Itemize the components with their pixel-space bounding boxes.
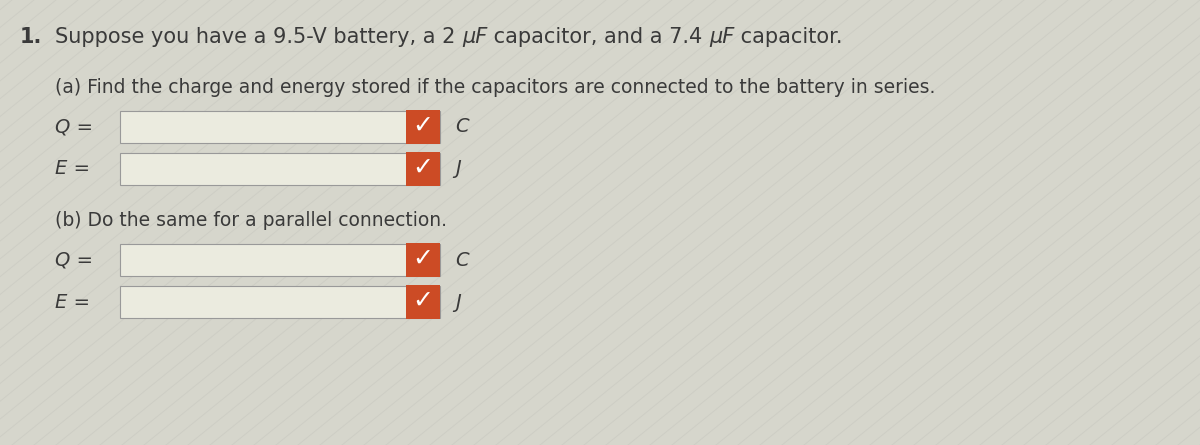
FancyBboxPatch shape bbox=[120, 111, 440, 143]
FancyBboxPatch shape bbox=[120, 244, 440, 276]
FancyBboxPatch shape bbox=[407, 243, 440, 277]
Text: J: J bbox=[455, 292, 461, 312]
Text: Q =: Q = bbox=[55, 251, 94, 270]
Text: C: C bbox=[455, 117, 469, 137]
FancyBboxPatch shape bbox=[120, 286, 440, 318]
Text: ✓: ✓ bbox=[413, 289, 433, 313]
FancyBboxPatch shape bbox=[120, 153, 440, 185]
Text: ✓: ✓ bbox=[413, 247, 433, 271]
Text: Q =: Q = bbox=[55, 117, 94, 137]
Text: E =: E = bbox=[55, 159, 90, 178]
FancyBboxPatch shape bbox=[407, 110, 440, 144]
Text: ✓: ✓ bbox=[413, 156, 433, 180]
Text: Suppose you have a 9.5-V battery, a 2: Suppose you have a 9.5-V battery, a 2 bbox=[55, 27, 462, 47]
Text: capacitor.: capacitor. bbox=[734, 27, 842, 47]
Text: ✓: ✓ bbox=[413, 114, 433, 138]
FancyBboxPatch shape bbox=[407, 152, 440, 186]
Text: (a) Find the charge and energy stored if the capacitors are connected to the bat: (a) Find the charge and energy stored if… bbox=[55, 78, 935, 97]
Text: (b) Do the same for a parallel connection.: (b) Do the same for a parallel connectio… bbox=[55, 211, 446, 230]
Text: J: J bbox=[455, 159, 461, 178]
Text: 1.: 1. bbox=[20, 27, 42, 47]
Text: capacitor, and a 7.4: capacitor, and a 7.4 bbox=[487, 27, 709, 47]
Text: μF: μF bbox=[462, 27, 487, 47]
FancyBboxPatch shape bbox=[407, 285, 440, 319]
Text: C: C bbox=[455, 251, 469, 270]
Text: μF: μF bbox=[709, 27, 734, 47]
Text: E =: E = bbox=[55, 292, 90, 312]
